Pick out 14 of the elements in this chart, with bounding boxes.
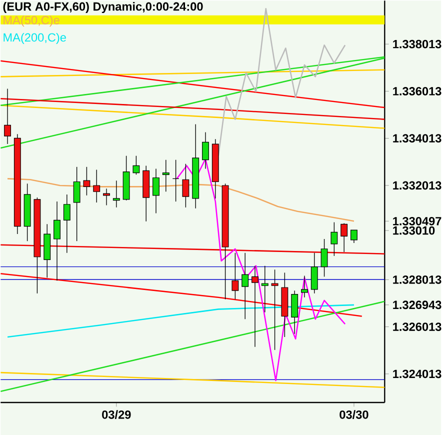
y-tick-label: 1.326943 — [393, 300, 442, 310]
y-tick-label: 1.338013 — [393, 40, 442, 48]
text: MA(200,C)e — [4, 32, 66, 44]
y-tick-label: 1.328013 — [393, 275, 442, 284]
y-tick-label: 1.334013 — [393, 134, 442, 142]
x-tick-label: 03/30 — [340, 410, 368, 419]
y-tick-label: 1.324013 — [393, 370, 442, 378]
y-tick-label: 1.326013 — [393, 322, 442, 331]
y-tick-label: 1.336013 — [393, 86, 442, 96]
x-tick-label: 03/29 — [102, 410, 131, 419]
y-tick-label: 1.330497 — [393, 216, 442, 226]
y-tick-label: 1.332013 — [393, 181, 442, 190]
chart-title: (EUR A0-FX,60) Dynamic,0:00-24:00 — [3, 2, 203, 13]
y-tick-label: 1.33010 — [393, 226, 435, 235]
